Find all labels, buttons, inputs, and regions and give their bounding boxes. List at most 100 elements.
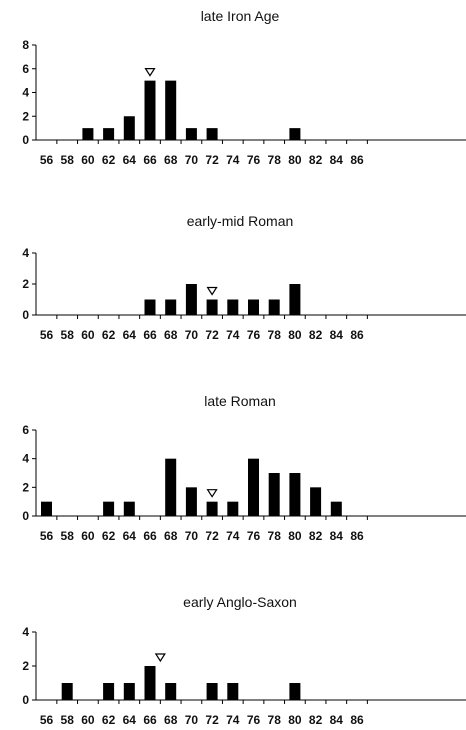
bar: [82, 128, 94, 140]
x-tick-label: 56: [40, 328, 54, 342]
x-tick-label: 86: [350, 328, 364, 342]
bar: [165, 458, 177, 516]
x-tick-label: 56: [40, 713, 54, 727]
y-tick-label: 6: [22, 62, 29, 76]
x-tick-label: 86: [350, 713, 364, 727]
bar: [165, 80, 177, 140]
bar: [248, 458, 259, 516]
bar: [268, 299, 280, 315]
x-tick-label: 66: [143, 529, 157, 543]
y-tick-label: 6: [22, 423, 29, 437]
x-tick-label: 68: [164, 713, 178, 727]
x-tick-label: 72: [205, 153, 219, 167]
x-tick-label: 68: [164, 153, 178, 167]
x-tick-label: 86: [350, 153, 364, 167]
bar: [41, 501, 52, 516]
bar: [227, 501, 239, 516]
x-tick-label: 60: [81, 529, 95, 543]
x-tick-label: 84: [330, 328, 344, 342]
chart-title: early Anglo-Saxon: [183, 594, 297, 610]
bar: [289, 683, 301, 700]
bar: [185, 284, 197, 315]
x-tick-label: 78: [268, 713, 282, 727]
bar: [165, 299, 177, 315]
x-tick-label: 60: [81, 713, 95, 727]
x-tick-label: 64: [123, 713, 137, 727]
x-tick-label: 72: [205, 713, 219, 727]
mean-marker: [206, 489, 218, 498]
bar: [165, 683, 177, 700]
x-tick-label: 86: [350, 529, 364, 543]
x-tick-label: 70: [185, 153, 199, 167]
x-tick-label: 58: [61, 153, 75, 167]
bar: [227, 299, 239, 315]
x-tick-label: 72: [205, 328, 219, 342]
bar: [227, 683, 239, 700]
x-tick-label: 82: [309, 328, 323, 342]
x-tick-label: 62: [102, 328, 116, 342]
x-tick-label: 74: [226, 529, 240, 543]
y-tick-label: 2: [22, 277, 29, 291]
bar: [268, 473, 280, 516]
bar: [61, 683, 73, 700]
x-tick-label: 78: [268, 328, 282, 342]
mean-marker: [154, 653, 166, 663]
x-tick-label: 82: [309, 153, 323, 167]
x-tick-label: 74: [226, 153, 240, 167]
y-tick-label: 0: [22, 133, 29, 147]
x-tick-label: 84: [330, 529, 344, 543]
bar: [185, 128, 197, 140]
x-tick-label: 82: [309, 529, 323, 543]
x-tick-label: 80: [288, 529, 302, 543]
bar: [289, 128, 301, 140]
chart-title: early-mid Roman: [187, 213, 294, 229]
x-tick-label: 62: [102, 153, 116, 167]
x-tick-label: 70: [185, 529, 199, 543]
x-tick-label: 74: [226, 713, 240, 727]
x-tick-label: 80: [288, 153, 302, 167]
x-tick-label: 72: [205, 529, 219, 543]
x-tick-label: 82: [309, 713, 323, 727]
x-tick-label: 64: [123, 529, 137, 543]
x-tick-label: 84: [330, 153, 344, 167]
bar: [103, 683, 115, 700]
bar: [289, 284, 301, 315]
bar: [103, 128, 115, 140]
bar: [123, 683, 135, 700]
x-tick-label: 62: [102, 713, 116, 727]
x-tick-label: 56: [40, 153, 54, 167]
x-tick-label: 78: [268, 529, 282, 543]
x-tick-label: 76: [247, 328, 261, 342]
mean-marker: [144, 68, 156, 77]
x-tick-label: 80: [288, 713, 302, 727]
bar: [310, 487, 322, 516]
x-tick-label: 62: [102, 529, 116, 543]
y-tick-label: 4: [22, 625, 29, 639]
x-tick-label: 60: [81, 328, 95, 342]
x-tick-label: 70: [185, 713, 199, 727]
y-tick-label: 0: [22, 693, 29, 707]
bar: [206, 128, 218, 140]
x-tick-label: 68: [164, 328, 178, 342]
y-tick-label: 4: [22, 86, 29, 100]
x-tick-label: 70: [185, 328, 199, 342]
bar: [330, 501, 342, 516]
x-tick-label: 64: [123, 328, 137, 342]
bar: [144, 299, 156, 315]
x-tick-label: 76: [247, 153, 261, 167]
bar: [185, 487, 197, 516]
chart-title: late Roman: [204, 393, 276, 409]
chart-title: late Iron Age: [201, 8, 280, 24]
x-tick-label: 80: [288, 328, 302, 342]
bar: [248, 299, 259, 315]
x-tick-label: 58: [61, 529, 75, 543]
bar: [103, 501, 115, 516]
x-tick-label: 66: [143, 713, 157, 727]
y-tick-label: 8: [22, 38, 29, 52]
bar: [206, 299, 218, 315]
y-tick-label: 2: [22, 109, 29, 123]
x-tick-label: 76: [247, 713, 261, 727]
bar: [144, 80, 156, 140]
bar: [144, 666, 156, 700]
